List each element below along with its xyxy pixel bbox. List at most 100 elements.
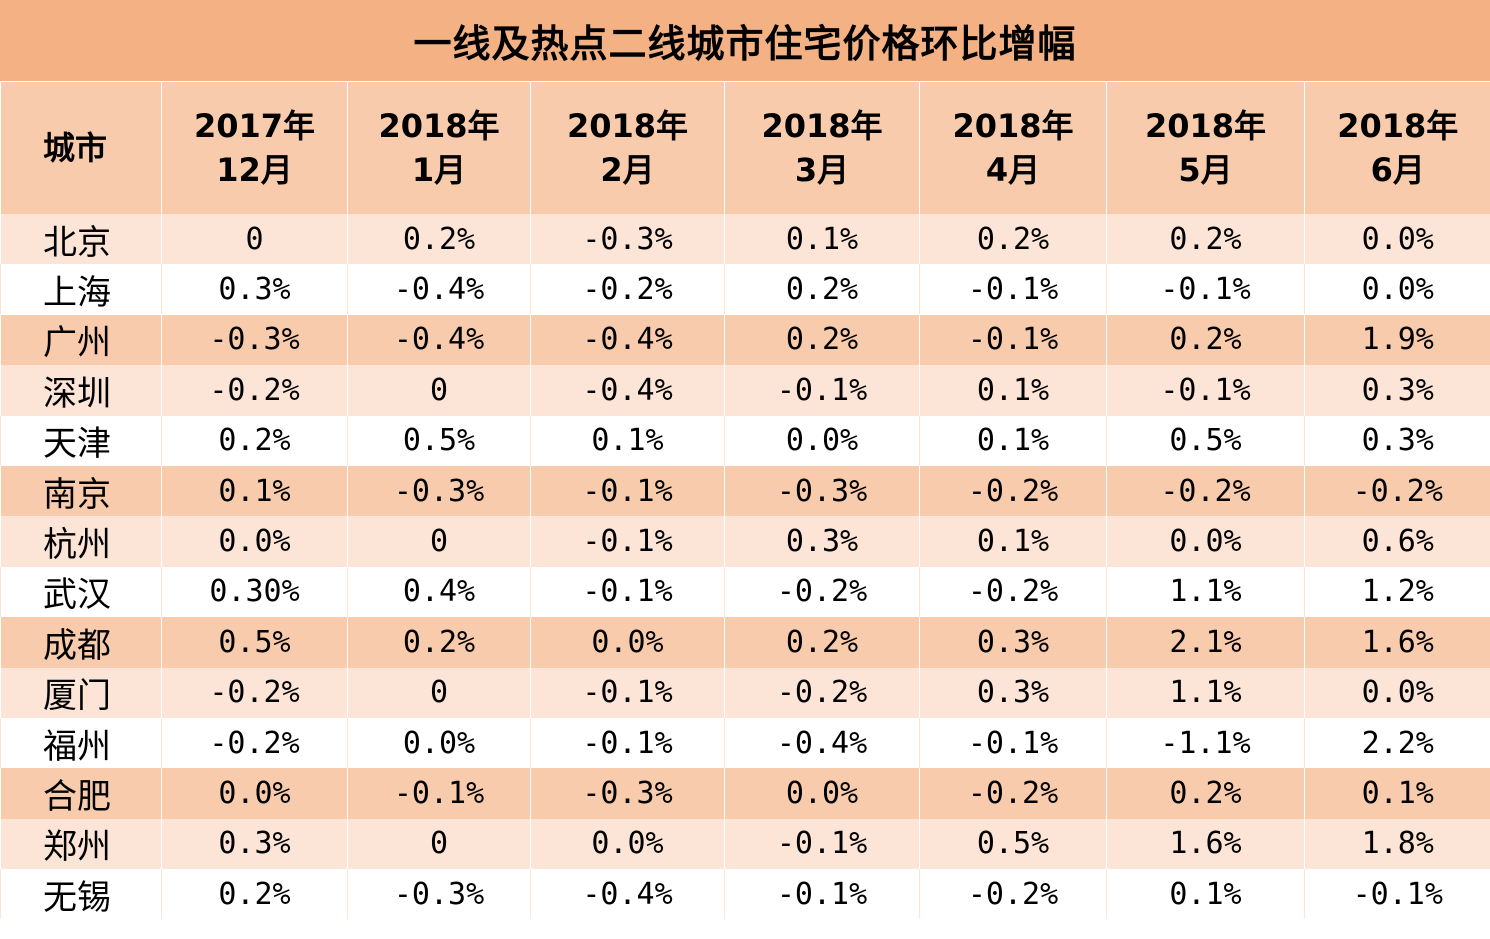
city-cell: 厦门	[0, 667, 162, 718]
header-row: 城市 2017年 12月 2018年 1月 2018年 2月 2018年 3月 2018…	[0, 82, 1490, 214]
value-cell: -0.1%	[919, 314, 1107, 366]
value-cell: 0.5%	[161, 617, 348, 668]
city-cell: 南京	[0, 465, 162, 517]
value-cell: 0.2%	[919, 214, 1107, 265]
value-cell: 0.2%	[1106, 214, 1305, 265]
value-cell: -0.2%	[161, 717, 348, 769]
value-cell: -0.1%	[530, 465, 725, 517]
value-cell: -0.3%	[530, 214, 725, 265]
column-header-year: 2018年	[1144, 107, 1267, 145]
city-column-header: 城市	[0, 82, 162, 214]
value-cell: 0.2%	[347, 214, 531, 265]
value-cell: 0.5%	[347, 415, 531, 466]
value-cell: 0.3%	[919, 667, 1107, 718]
column-header-month: 6月	[1370, 151, 1425, 189]
value-cell: 1.1%	[1106, 667, 1305, 718]
column-header: 2018年 4月	[919, 82, 1107, 214]
value-cell: -0.2%	[161, 365, 348, 416]
city-cell: 天津	[0, 415, 162, 466]
value-cell: 0.4%	[347, 566, 531, 618]
value-cell: -0.2%	[1106, 465, 1305, 517]
value-cell: -0.1%	[1106, 365, 1305, 416]
value-cell: 0.0%	[1304, 667, 1490, 718]
value-cell: 0.0%	[161, 768, 348, 819]
value-cell: -0.3%	[724, 465, 920, 517]
value-cell: -0.1%	[724, 365, 920, 416]
value-cell: 0.2%	[161, 869, 348, 920]
column-header-year: 2017年	[193, 107, 316, 145]
value-cell: 0.1%	[919, 516, 1107, 567]
value-cell: 0.3%	[161, 264, 348, 315]
value-cell: -0.2%	[724, 566, 920, 618]
table-row: 成都 0.5% 0.2% 0.0% 0.2% 0.3% 2.1% 1.6%	[0, 617, 1490, 668]
column-header: 2018年 5月	[1106, 82, 1305, 214]
city-cell: 深圳	[0, 365, 162, 416]
value-cell: 0.2%	[1106, 768, 1305, 819]
value-cell: 0.0%	[161, 516, 348, 567]
value-cell: 0.30%	[161, 566, 348, 618]
value-cell: -0.1%	[347, 768, 531, 819]
column-header-year: 2018年	[761, 107, 883, 145]
value-cell: 0.3%	[1304, 365, 1490, 416]
column-header-year: 2018年	[566, 107, 689, 145]
table-row: 武汉 0.30% 0.4% -0.1% -0.2% -0.2% 1.1% 1.2%	[0, 566, 1490, 618]
table-row: 北京 0 0.2% -0.3% 0.1% 0.2% 0.2% 0.0%	[0, 214, 1490, 265]
value-cell: 0.3%	[161, 818, 348, 870]
value-cell: 1.2%	[1304, 566, 1490, 618]
value-cell: -0.2%	[919, 566, 1107, 618]
value-cell: 0.1%	[724, 214, 920, 265]
value-cell: 0.2%	[724, 314, 920, 366]
value-cell: -0.1%	[530, 566, 725, 618]
table-row: 杭州 0.0% 0 -0.1% 0.3% 0.1% 0.0% 0.6%	[0, 516, 1490, 567]
value-cell: 0	[347, 667, 531, 718]
value-cell: 0	[347, 818, 531, 870]
table-title: 一线及热点二线城市住宅价格环比增幅	[0, 0, 1490, 82]
table-row: 南京 0.1% -0.3% -0.1% -0.3% -0.2% -0.2% -0.2%	[0, 465, 1490, 517]
city-cell: 武汉	[0, 566, 162, 618]
column-header-month: 5月	[1178, 151, 1233, 189]
value-cell: 0.1%	[1304, 768, 1490, 819]
value-cell: -0.4%	[530, 365, 725, 416]
city-cell: 广州	[0, 314, 162, 366]
value-cell: -0.2%	[530, 264, 725, 315]
table-row: 上海 0.3% -0.4% -0.2% 0.2% -0.1% -0.1% 0.0%	[0, 264, 1490, 315]
value-cell: 2.1%	[1106, 617, 1305, 668]
value-cell: -0.1%	[530, 717, 725, 769]
column-header-month: 2月	[600, 151, 655, 189]
value-cell: -0.3%	[161, 314, 348, 366]
city-cell: 郑州	[0, 818, 162, 870]
value-cell: 0.6%	[1304, 516, 1490, 567]
value-cell: 0	[347, 365, 531, 416]
value-cell: 1.9%	[1304, 314, 1490, 366]
value-cell: -0.1%	[530, 667, 725, 718]
value-cell: 0.3%	[1304, 415, 1490, 466]
value-cell: -0.2%	[724, 667, 920, 718]
value-cell: 0.0%	[1106, 516, 1305, 567]
value-cell: 0.0%	[530, 818, 725, 870]
table-row: 无锡 0.2% -0.3% -0.4% -0.1% -0.2% 0.1% -0.1%	[0, 869, 1490, 920]
value-cell: 0.2%	[161, 415, 348, 466]
value-cell: 0.1%	[1106, 869, 1305, 920]
value-cell: -0.4%	[347, 264, 531, 315]
value-cell: 0.0%	[530, 617, 725, 668]
value-cell: 0.0%	[724, 415, 920, 466]
value-cell: -0.2%	[1304, 465, 1490, 517]
value-cell: 0.1%	[919, 365, 1107, 416]
value-cell: 0.3%	[724, 516, 920, 567]
value-cell: 0.2%	[1106, 314, 1305, 366]
value-cell: 1.1%	[1106, 566, 1305, 618]
value-cell: -0.4%	[530, 314, 725, 366]
value-cell: -0.3%	[530, 768, 725, 819]
column-header-year: 2018年	[952, 107, 1074, 145]
column-header: 2018年 1月	[347, 82, 531, 214]
value-cell: 1.8%	[1304, 818, 1490, 870]
value-cell: -0.2%	[919, 869, 1107, 920]
price-table: 城市 2017年 12月 2018年 1月 2018年 2月 2018年 3月 2018…	[0, 82, 1490, 920]
value-cell: -0.1%	[724, 869, 920, 920]
value-cell: -0.4%	[724, 717, 920, 769]
value-cell: -0.2%	[161, 667, 348, 718]
value-cell: 0.1%	[530, 415, 725, 466]
value-cell: -0.1%	[919, 717, 1107, 769]
column-header: 2018年 3月	[724, 82, 920, 214]
